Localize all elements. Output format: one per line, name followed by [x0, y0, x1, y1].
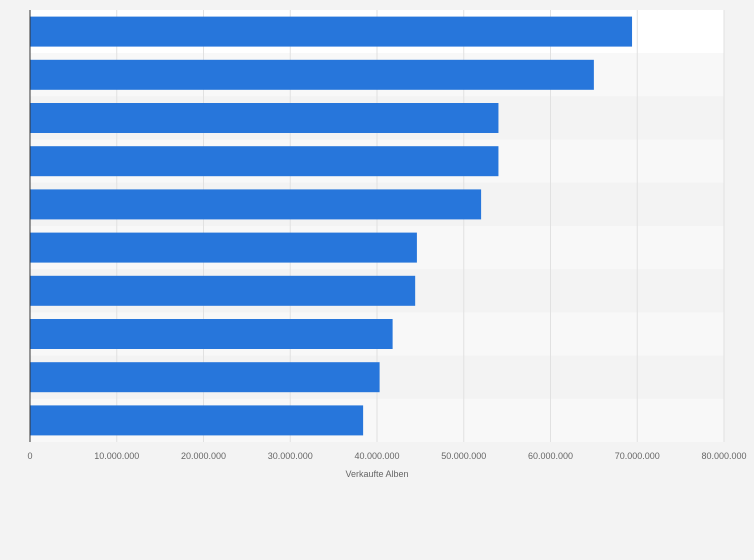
- bar[interactable]: [30, 59, 594, 90]
- bar[interactable]: [30, 232, 417, 263]
- x-tick-label: 50.000.000: [441, 451, 486, 461]
- bar[interactable]: [30, 103, 499, 133]
- bar[interactable]: [30, 405, 364, 436]
- bar[interactable]: [30, 275, 416, 306]
- bars: [30, 16, 633, 436]
- x-tick-label: 80.000.000: [701, 451, 746, 461]
- x-tick-label: 20.000.000: [181, 451, 226, 461]
- bar[interactable]: [30, 189, 482, 220]
- x-tick-label: 0: [27, 451, 32, 461]
- x-axis-title: Verkaufte Alben: [345, 469, 408, 479]
- x-axis-tick-labels: 0 10.000.000 20.000.000 30.000.000 40.000.00…: [27, 451, 746, 461]
- bar[interactable]: [30, 362, 380, 393]
- bar[interactable]: [30, 146, 499, 177]
- x-tick-label: 60.000.000: [528, 451, 573, 461]
- bar[interactable]: [30, 319, 393, 349]
- x-tick-label: 30.000.000: [268, 451, 313, 461]
- bar[interactable]: [30, 16, 633, 47]
- x-tick-label: 40.000.000: [354, 451, 399, 461]
- x-tick-label: 70.000.000: [615, 451, 660, 461]
- x-tick-label: 10.000.000: [94, 451, 139, 461]
